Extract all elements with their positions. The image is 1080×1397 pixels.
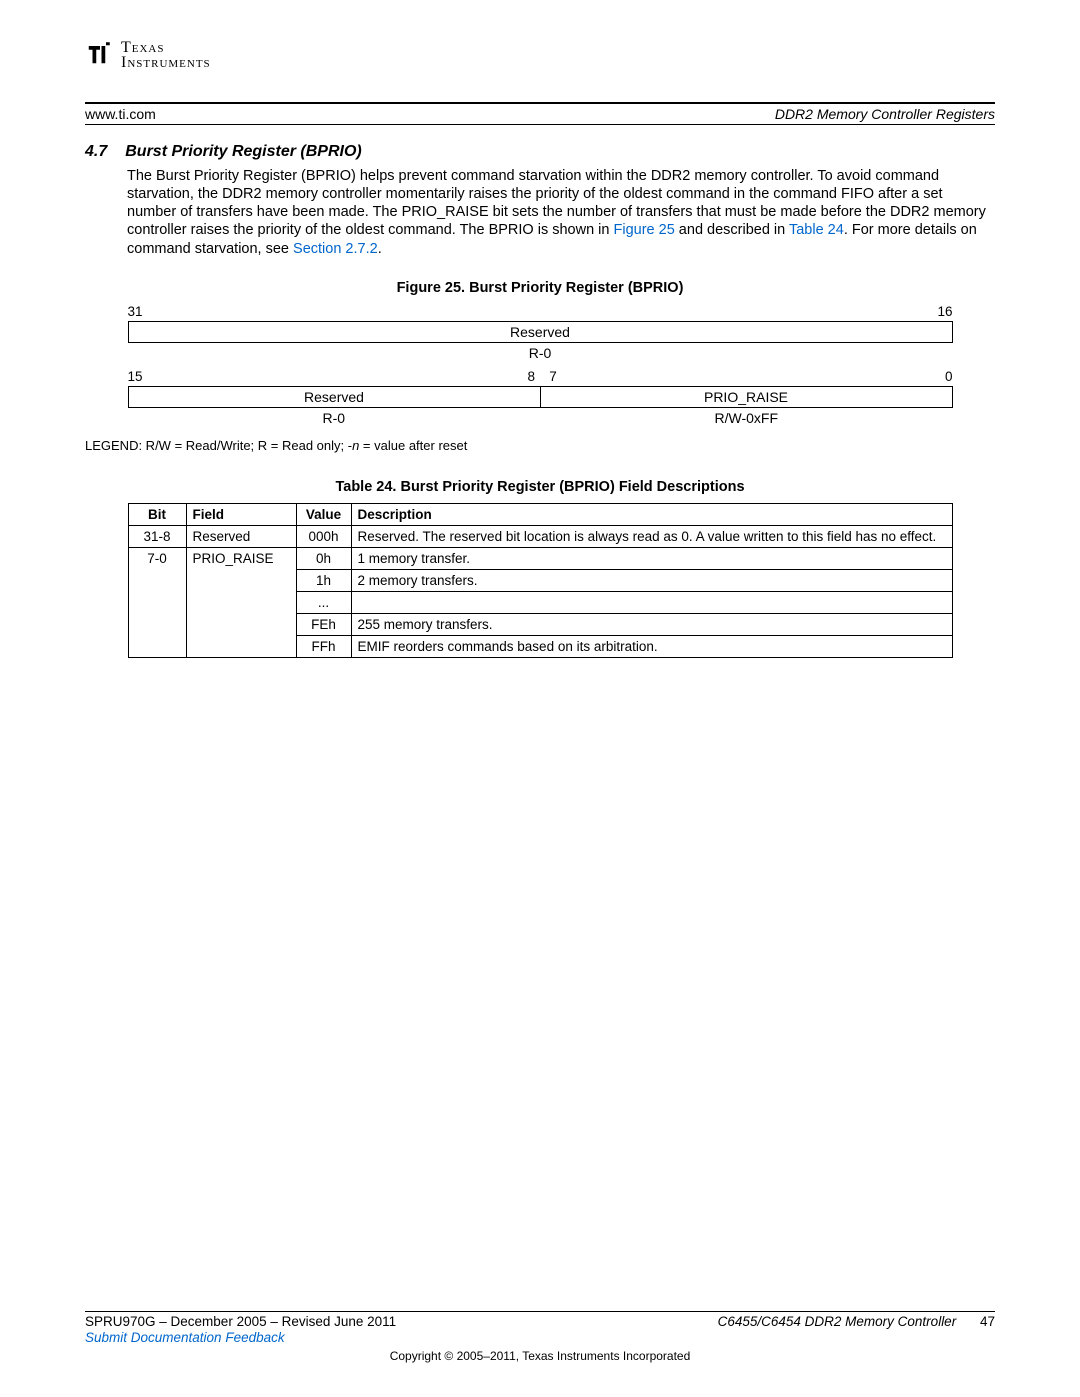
- th-desc: Description: [351, 503, 952, 525]
- td-bit-empty: [128, 635, 186, 657]
- td-value: 0h: [296, 547, 351, 569]
- bitnums-row2: 15 8 7 0: [128, 369, 953, 384]
- subheader: www.ti.com DDR2 Memory Controller Regist…: [85, 106, 995, 122]
- td-bit-empty: [128, 591, 186, 613]
- header-rule-thin: [85, 124, 995, 125]
- table-row: 31-8 Reserved 000h Reserved. The reserve…: [128, 525, 952, 547]
- reg-access-r0-2: R-0: [128, 410, 541, 426]
- td-desc: [351, 591, 952, 613]
- section-title: Burst Priority Register (BPRIO): [125, 143, 361, 161]
- bit-16: 16: [923, 304, 953, 319]
- para-end: .: [378, 241, 382, 257]
- reg-row2: Reserved PRIO_RAISE: [128, 386, 953, 408]
- legend-pre: LEGEND: R/W = Read/Write; R = Read only;…: [85, 438, 352, 453]
- td-bit-empty: [128, 613, 186, 635]
- td-field-empty: [186, 613, 296, 635]
- section-number: 4.7: [85, 143, 107, 161]
- footer-rule: [85, 1311, 995, 1312]
- logo: Texas Instruments: [85, 30, 995, 80]
- page-footer: SPRU970G – December 2005 – Revised June …: [85, 1311, 995, 1363]
- link-figure25[interactable]: Figure 25: [614, 222, 675, 238]
- td-field: PRIO_RAISE: [186, 547, 296, 569]
- td-value: ...: [296, 591, 351, 613]
- logo-text-top: Texas: [121, 40, 211, 55]
- figure-title: Figure 25. Burst Priority Register (BPRI…: [85, 280, 995, 296]
- td-value: FEh: [296, 613, 351, 635]
- td-bit: 7-0: [128, 547, 186, 569]
- register-figure: 31 16 Reserved R-0 15 8 7 0 Reserved PRI…: [128, 304, 953, 426]
- th-value: Value: [296, 503, 351, 525]
- footer-doc-info: SPRU970G – December 2005 – Revised June …: [85, 1314, 396, 1329]
- td-value: 000h: [296, 525, 351, 547]
- table-row: 1h 2 memory transfers.: [128, 569, 952, 591]
- reg-row1: Reserved: [128, 321, 953, 343]
- table-row: FFh EMIF reorders commands based on its …: [128, 635, 952, 657]
- td-value: FFh: [296, 635, 351, 657]
- reg-field-prio-raise: PRIO_RAISE: [540, 386, 953, 408]
- footer-right: C6455/C6454 DDR2 Memory Controller 47: [718, 1314, 995, 1329]
- table-title: Table 24. Burst Priority Register (BPRIO…: [85, 479, 995, 495]
- submit-feedback-link[interactable]: Submit Documentation Feedback: [85, 1330, 285, 1345]
- header-url[interactable]: www.ti.com: [85, 106, 156, 122]
- td-desc: Reserved. The reserved bit location is a…: [351, 525, 952, 547]
- section-heading: 4.7 Burst Priority Register (BPRIO): [85, 143, 995, 161]
- th-bit: Bit: [128, 503, 186, 525]
- reg-access-r0-1: R-0: [128, 345, 953, 361]
- td-value: 1h: [296, 569, 351, 591]
- logo-text-bottom: Instruments: [121, 55, 211, 70]
- table-row: FEh 255 memory transfers.: [128, 613, 952, 635]
- td-desc: EMIF reorders commands based on its arbi…: [351, 635, 952, 657]
- td-bit: 31-8: [128, 525, 186, 547]
- table-row: 7-0 PRIO_RAISE 0h 1 memory transfer.: [128, 547, 952, 569]
- td-field: Reserved: [186, 525, 296, 547]
- td-field-empty: [186, 591, 296, 613]
- header-section: DDR2 Memory Controller Registers: [775, 106, 995, 122]
- table-header-row: Bit Field Value Description: [128, 503, 952, 525]
- ti-logo-icon: [85, 40, 115, 70]
- logo-text: Texas Instruments: [121, 40, 211, 70]
- th-field: Field: [186, 503, 296, 525]
- footer-row: SPRU970G – December 2005 – Revised June …: [85, 1314, 995, 1329]
- reg-field-reserved-1: Reserved: [128, 321, 953, 343]
- footer-doc-title: C6455/C6454 DDR2 Memory Controller: [718, 1314, 957, 1329]
- bit-15: 15: [128, 369, 158, 384]
- bit-0: 0: [923, 369, 953, 384]
- bit-7: 7: [535, 369, 571, 384]
- bit-31: 31: [128, 304, 158, 319]
- header-rule: [85, 102, 995, 104]
- td-desc: 255 memory transfers.: [351, 613, 952, 635]
- para-part2: and described in: [675, 222, 789, 238]
- td-field-empty: [186, 635, 296, 657]
- link-table24[interactable]: Table 24: [789, 222, 844, 238]
- reg-under-1: R-0: [128, 345, 953, 361]
- bitnums-row1: 31 16: [128, 304, 953, 319]
- section-paragraph: The Burst Priority Register (BPRIO) help…: [127, 167, 995, 258]
- field-description-table: Bit Field Value Description 31-8 Reserve…: [128, 503, 953, 658]
- td-field-empty: [186, 569, 296, 591]
- td-bit-empty: [128, 569, 186, 591]
- reg-field-reserved-2: Reserved: [128, 386, 540, 408]
- link-section272[interactable]: Section 2.7.2: [293, 241, 378, 257]
- td-desc: 2 memory transfers.: [351, 569, 952, 591]
- bit-8: 8: [509, 369, 535, 384]
- reg-under-2: R-0 R/W-0xFF: [128, 410, 953, 426]
- reg-access-rw: R/W-0xFF: [540, 410, 953, 426]
- figure-legend: LEGEND: R/W = Read/Write; R = Read only;…: [85, 438, 995, 453]
- footer-copyright: Copyright © 2005–2011, Texas Instruments…: [85, 1349, 995, 1363]
- table-row: ...: [128, 591, 952, 613]
- legend-post: = value after reset: [359, 438, 467, 453]
- footer-page-number: 47: [980, 1314, 995, 1329]
- td-desc: 1 memory transfer.: [351, 547, 952, 569]
